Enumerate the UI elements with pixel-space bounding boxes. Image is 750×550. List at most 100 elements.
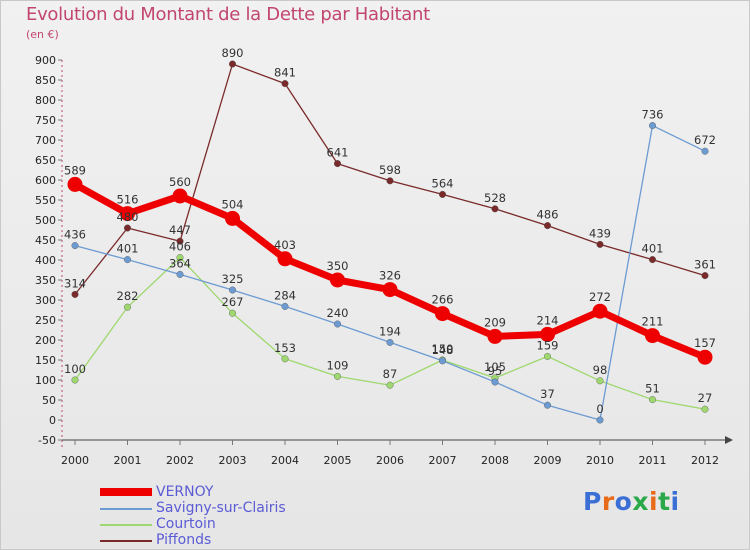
data-label-courtoin: 109 [327,358,349,372]
data-label-vernoy: 589 [64,163,86,177]
data-point-piffonds [334,160,342,168]
y-tick-label: 500 [35,214,56,227]
series-layer [67,60,713,424]
data-point-vernoy [592,303,608,319]
data-point-savigny-sur-clairis [701,147,709,155]
data-point-vernoy [67,176,83,192]
data-label-vernoy: 266 [432,293,454,307]
data-label-piffonds: 314 [64,276,86,290]
y-tick-label: 0 [49,414,56,427]
axes: -50 0 50 100 150 200 250 300 350 400 450 500 550 600 6… [35,54,733,467]
y-tick-label: 300 [35,294,56,307]
y-tick-label: 850 [35,74,56,87]
x-tick-label: 2001 [114,454,142,467]
data-point-savigny-sur-clairis [334,320,342,328]
data-point-piffonds [386,177,394,185]
data-point-piffonds [71,290,79,298]
data-label-courtoin: 282 [117,289,139,303]
data-label-piffonds: 598 [379,163,401,177]
data-point-courtoin [123,303,131,311]
x-tick-label: 2004 [271,454,299,467]
x-tick-label: 2007 [429,454,457,467]
chart-title: Evolution du Montant de la Dette par Hab… [26,4,430,25]
data-label-courtoin: 150 [432,342,454,356]
data-point-savigny-sur-clairis [649,122,657,130]
data-point-vernoy [225,210,240,226]
data-label-courtoin: 98 [593,363,608,377]
legend-swatch [100,524,152,526]
data-point-savigny-sur-clairis [386,338,394,346]
data-point-piffonds [649,256,657,264]
data-label-vernoy: 560 [169,175,191,189]
data-point-vernoy [697,349,713,365]
x-tick-label: 2012 [691,454,719,467]
legend-label: Savigny-sur-Clairis [156,500,286,516]
data-label-savigny-sur-clairis: 672 [694,133,716,147]
data-point-courtoin [71,376,79,384]
data-label-savigny-sur-clairis: 37 [540,387,555,401]
data-label-savigny-sur-clairis: 240 [327,306,349,320]
data-label-savigny-sur-clairis: 0 [596,402,603,416]
y-tick-label: 800 [35,94,56,107]
data-label-courtoin: 153 [274,341,296,355]
data-label-piffonds: 641 [327,146,349,160]
data-label-savigny-sur-clairis: 325 [222,272,244,286]
data-label-courtoin: 27 [698,391,713,405]
x-tick-label: 2003 [219,454,247,467]
y-tick-label: -50 [38,434,56,447]
data-point-courtoin [334,372,342,380]
data-point-piffonds [123,224,131,232]
x-tick-label: 2005 [324,454,352,467]
data-point-savigny-sur-clairis [123,256,131,264]
x-tick-label: 2000 [61,454,89,467]
data-label-piffonds: 447 [169,223,191,237]
legend-swatch [100,488,152,496]
data-point-savigny-sur-clairis [176,270,184,278]
data-label-savigny-sur-clairis: 95 [488,364,503,378]
x-tick-label: 2009 [534,454,562,467]
data-label-vernoy: 157 [694,336,716,350]
data-point-piffonds [439,190,447,198]
x-tick-label: 2002 [166,454,194,467]
x-axis-arrow [725,436,733,444]
data-label-savigny-sur-clairis: 148 [432,343,454,357]
data-point-courtoin [386,381,394,389]
data-point-piffonds [228,60,236,68]
data-point-courtoin [176,254,184,262]
data-point-courtoin [281,355,289,363]
data-label-vernoy: 516 [117,193,139,207]
y-tick-label: 900 [35,54,56,67]
data-label-vernoy: 504 [222,197,244,211]
data-point-piffonds [701,272,709,280]
data-point-vernoy [120,206,135,222]
data-label-savigny-sur-clairis: 194 [379,324,401,338]
y-tick-label: 50 [42,394,56,407]
data-point-vernoy [277,251,293,267]
data-point-piffonds [281,80,289,88]
chart-unit: (en €) [26,28,59,41]
x-tick-label: 2008 [481,454,509,467]
data-point-savigny-sur-clairis [71,242,79,250]
y-tick-label: 100 [35,374,56,387]
data-label-savigny-sur-clairis: 284 [274,288,296,302]
data-point-courtoin [544,352,552,360]
data-point-courtoin [596,377,604,385]
y-tick-label: 200 [35,334,56,347]
data-label-vernoy: 403 [274,238,296,252]
data-label-savigny-sur-clairis: 364 [169,256,191,270]
data-label-savigny-sur-clairis: 736 [642,108,664,122]
data-point-vernoy [540,326,555,342]
data-point-courtoin [701,405,709,413]
data-label-courtoin: 100 [64,362,86,376]
data-label-piffonds: 401 [642,242,664,256]
y-tick-label: 750 [35,114,56,127]
data-label-piffonds: 480 [117,210,139,224]
data-label-piffonds: 486 [537,208,559,222]
data-label-courtoin: 51 [645,382,660,396]
data-point-courtoin [228,309,236,317]
data-label-piffonds: 528 [484,191,506,205]
data-label-savigny-sur-clairis: 436 [64,228,86,242]
data-point-vernoy [382,282,398,298]
